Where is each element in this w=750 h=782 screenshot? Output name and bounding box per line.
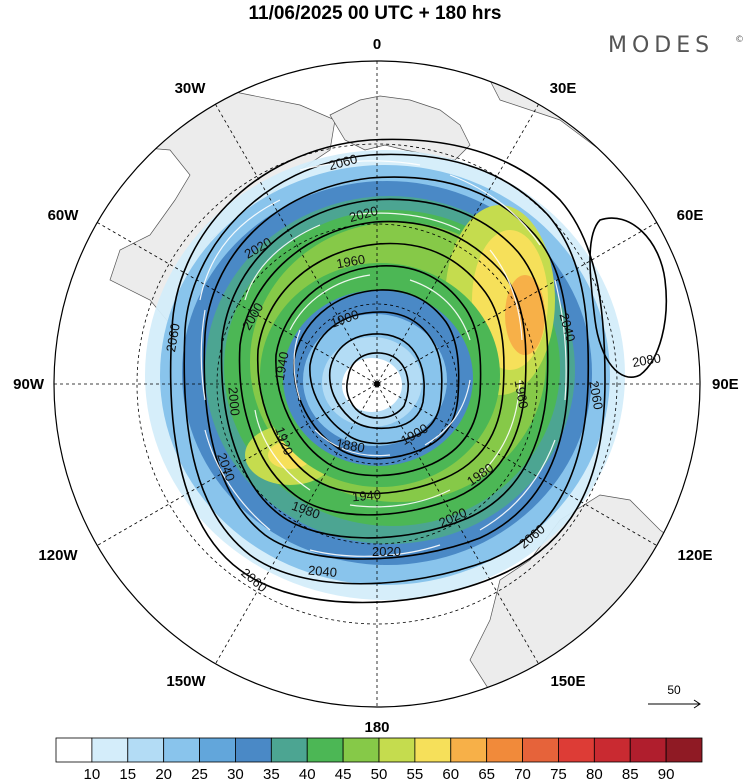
lon-label-150e: 150E — [550, 673, 585, 690]
lon-label-150w: 150W — [166, 673, 206, 690]
contour-label: 1880 — [335, 436, 366, 456]
height-contours — [169, 138, 668, 604]
lon-label-0: 0 — [373, 36, 381, 53]
colorbar-swatch — [665, 737, 703, 763]
contour-label: 2040 — [307, 563, 337, 580]
colorbar-labels: 10 15 20 25 30 35 40 45 50 55 60 65 70 75 80 85 90 — [84, 766, 675, 782]
contour-label: 2060 — [327, 151, 359, 173]
contour-label: 2060 — [163, 322, 183, 353]
wind-10-inner — [342, 358, 402, 412]
contour-label: 1940 — [351, 487, 381, 504]
map-title: 11/06/2025 00 UTC + 180 hrs — [249, 3, 502, 24]
brand-mark: © — [735, 35, 744, 45]
contour-label: 1960 — [335, 252, 366, 272]
colorbar-swatch — [163, 737, 200, 763]
colorbar-tick-label: 85 — [622, 766, 639, 782]
graticule — [54, 61, 700, 707]
contour-label: 2020 — [372, 544, 401, 559]
colorbar-swatch — [486, 737, 523, 763]
brand-name: MODES — [608, 33, 714, 58]
colorbar-swatch — [270, 737, 308, 763]
contour-label: 1940 — [272, 351, 292, 382]
lon-label-90w: 90W — [13, 376, 45, 393]
colorbar-swatch — [593, 737, 631, 763]
colorbar-swatch — [199, 737, 236, 763]
pole-dot — [374, 381, 380, 387]
lon-label-30w: 30W — [175, 80, 207, 97]
colorbar-tick-label: 90 — [658, 766, 675, 782]
colorbar-swatch — [235, 737, 272, 763]
colorbar-swatch — [558, 737, 595, 763]
contour-label: 2000 — [225, 386, 242, 416]
lon-label-60e: 60E — [677, 207, 704, 224]
colorbar-tick-label: 10 — [84, 766, 101, 782]
colorbar-tick-label: 65 — [478, 766, 495, 782]
map-disk — [54, 61, 700, 707]
map-border — [53, 60, 701, 708]
colorbar-tick-label: 80 — [586, 766, 603, 782]
colorbar-tick-label: 20 — [155, 766, 172, 782]
lon-label-120w: 120W — [38, 547, 78, 564]
colorbar-tick-label: 45 — [335, 766, 352, 782]
contour-label: 2080 — [631, 350, 662, 370]
lon-label-180: 180 — [364, 719, 389, 736]
colorbar-tick-label: 15 — [119, 766, 136, 782]
colorbar-swatch — [522, 737, 559, 763]
colorbar-tick-label: 25 — [191, 766, 208, 782]
colorbar-swatch — [629, 737, 667, 763]
contour-label: 2060 — [586, 380, 606, 411]
colorbar-swatch — [55, 737, 93, 763]
colorbar-swatch — [342, 737, 380, 763]
colorbar-tick-label: 70 — [514, 766, 531, 782]
colorbar-swatch — [91, 737, 129, 763]
contour-label: 2020 — [348, 203, 380, 225]
lon-label-30e: 30E — [550, 80, 577, 97]
longitude-labels: 0 30E 60E 90E 120E 150E 180 150W 120W 90… — [13, 36, 739, 736]
contour-label: 1960 — [512, 379, 532, 410]
contour-label: 2040 — [556, 311, 578, 343]
lon-label-60w: 60W — [48, 207, 80, 224]
reference-vector-label: 50 — [667, 683, 681, 697]
colorbar-tick-label: 40 — [299, 766, 316, 782]
colorbar-swatch — [414, 737, 452, 763]
colorbar-tick-label: 60 — [442, 766, 459, 782]
colorbar-tick-label: 50 — [371, 766, 388, 782]
brand-logo: MODES © — [608, 33, 744, 58]
colorbar-swatch — [127, 737, 165, 763]
colorbar-swatch — [378, 737, 416, 763]
lon-label-120e: 120E — [677, 547, 712, 564]
colorbar-tick-label: 75 — [550, 766, 567, 782]
colorbar-swatch — [450, 737, 488, 763]
reference-vector: 50 — [648, 683, 701, 709]
lon-label-90e: 90E — [712, 376, 739, 393]
colorbar-tick-label: 55 — [407, 766, 424, 782]
colorbar — [55, 737, 703, 763]
wind-vectors — [199, 160, 567, 557]
colorbar-swatch — [306, 737, 344, 763]
colorbar-tick-label: 35 — [263, 766, 280, 782]
colorbar-tick-label: 30 — [227, 766, 244, 782]
